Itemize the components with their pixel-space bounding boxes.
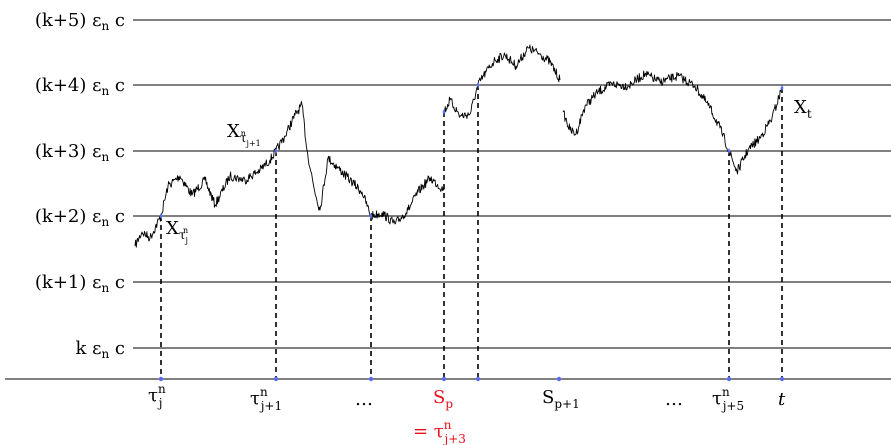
path-markers [159,82,784,219]
label-t: t [778,389,786,410]
axis-marker-tau-j4 [475,376,481,382]
axis-marker-t [779,376,785,382]
path-marker-tau-j4 [476,82,480,88]
level-labels: (k+5) εn c (k+4) εn c (k+3) εn c (k+2) ε… [35,10,125,361]
process-path-segment-1 [134,100,445,248]
path-marker-tau-j5 [727,148,731,154]
level-label-k3: (k+3) εn c [35,141,125,164]
axis-markers [158,376,785,382]
axis-marker-tau-j5 [726,376,732,382]
level-lines [5,19,891,380]
label-x-tau-j: Xτjn [166,218,188,245]
label-s-p: Sp [433,387,453,411]
level-label-k: k εn c [75,338,125,361]
axis-marker-tau-j [158,376,164,382]
level-label-k5: (k+5) εn c [35,10,125,33]
label-tau-j: τn j [148,382,166,410]
axis-marker-s-p [441,376,447,382]
path-marker-t [780,85,784,91]
axis-marker-tau-j2 [368,376,374,382]
process-path-segment-3 [562,70,783,175]
label-dots-2: … [665,389,683,410]
axis-marker-tau-j1 [273,376,279,382]
label-x-t: Xt [794,97,812,121]
path-marker-s-p [442,109,446,115]
time-drops [160,85,783,379]
axis-marker-s-p1 [556,376,562,382]
label-eq-tau: = τn j+3 [413,418,466,445]
path-marker-tau-j1 [274,148,278,154]
process-paths [134,44,783,248]
label-tau-j1: τn j+1 [250,385,282,413]
process-path-segment-2 [443,44,561,120]
path-marker-tau-j [159,213,163,219]
path-marker-tau-j2 [369,213,373,219]
level-label-k4: (k+4) εn c [35,75,125,98]
label-tau-j5: τn j+5 [712,385,744,413]
label-dots-1: … [355,389,373,410]
label-s-p1: Sp+1 [542,387,580,411]
label-x-tau-j1: Xτj+1n [227,121,261,148]
level-label-k1: (k+1) εn c [35,272,125,295]
level-label-k2: (k+2) εn c [35,206,125,229]
